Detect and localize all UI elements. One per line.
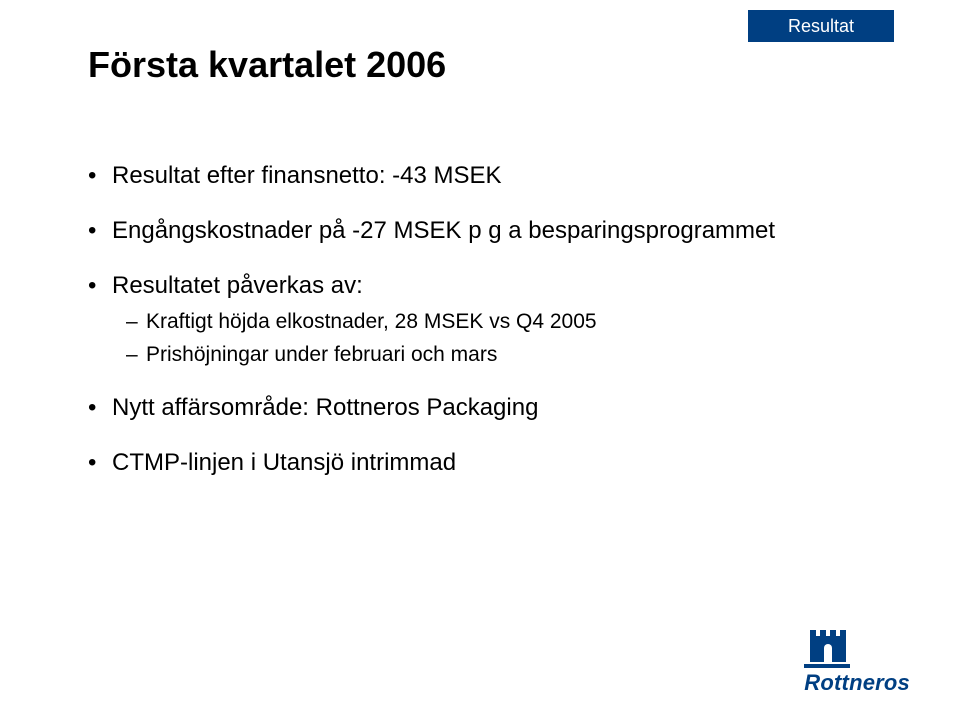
logo-text: Rottneros (804, 670, 910, 696)
slide: Resultat Första kvartalet 2006 Resultat … (0, 0, 960, 716)
list-item: Resultatet påverkas av: Kraftigt höjda e… (88, 270, 848, 368)
section-tag-label: Resultat (788, 16, 854, 37)
sub-bullet-list: Kraftigt höjda elkostnader, 28 MSEK vs Q… (112, 308, 848, 369)
castle-icon (804, 626, 850, 668)
bullet-text: Resultat efter finansnetto: -43 MSEK (112, 162, 502, 189)
bullet-text: Engångskostnader på -27 MSEK p g a bespa… (112, 217, 775, 244)
bullet-text: Nytt affärsområde: Rottneros Packaging (112, 394, 538, 421)
section-tag: Resultat (748, 10, 894, 42)
list-item: CTMP-linjen i Utansjö intrimmad (88, 447, 848, 478)
slide-content: Resultat efter finansnetto: -43 MSEK Eng… (88, 160, 848, 503)
list-item: Prishöjningar under februari och mars (112, 341, 848, 368)
list-item: Engångskostnader på -27 MSEK p g a bespa… (88, 215, 848, 246)
bullet-text: CTMP-linjen i Utansjö intrimmad (112, 449, 456, 476)
bullet-text: Resultatet påverkas av: (112, 272, 363, 299)
bullet-list: Resultat efter finansnetto: -43 MSEK Eng… (88, 160, 848, 479)
list-item: Nytt affärsområde: Rottneros Packaging (88, 392, 848, 423)
bullet-text: Kraftigt höjda elkostnader, 28 MSEK vs Q… (146, 310, 597, 333)
list-item: Resultat efter finansnetto: -43 MSEK (88, 160, 848, 191)
company-logo: Rottneros (804, 626, 910, 696)
bullet-text: Prishöjningar under februari och mars (146, 343, 497, 366)
list-item: Kraftigt höjda elkostnader, 28 MSEK vs Q… (112, 308, 848, 335)
slide-title: Första kvartalet 2006 (88, 44, 446, 86)
